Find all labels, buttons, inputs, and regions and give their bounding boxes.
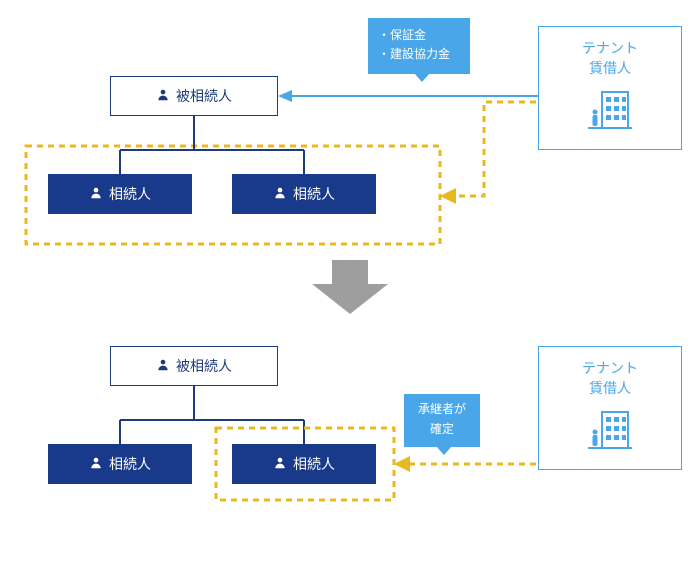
person-icon [273,456,287,473]
callout-line: 確定 [408,420,476,439]
decedent-label: 被相続人 [176,356,232,376]
heir-label: 相続人 [109,184,151,204]
person-icon [89,456,103,473]
heir-label: 相続人 [293,184,335,204]
decedent-box-top: 被相続人 [110,76,278,116]
callout-line: ・保証金 [378,26,460,45]
tenant-box-bottom: テナント 賃借人 [538,346,682,470]
callout-line: 承継者が [408,400,476,419]
tenant-label: テナント 賃借人 [582,359,638,398]
callout-line: ・建設協力金 [378,45,460,64]
heir-label: 相続人 [293,454,335,474]
person-icon [89,186,103,203]
person-icon [156,88,170,105]
heir-label: 相続人 [109,454,151,474]
callout-bottom: 承継者が 確定 [404,394,480,446]
callout-top: ・保証金 ・建設協力金 [368,18,470,74]
tenant-box-top: テナント 賃借人 [538,26,682,150]
heir1-box-bottom: 相続人 [48,444,192,484]
down-arrow-icon [312,260,388,314]
person-icon [156,358,170,375]
heir1-box-top: 相続人 [48,174,192,214]
person-icon [273,186,287,203]
decedent-label: 被相続人 [176,86,232,106]
tenant-label: テナント 賃借人 [582,39,638,78]
heir2-box-top: 相続人 [232,174,376,214]
heir2-box-bottom: 相続人 [232,444,376,484]
building-icon [586,88,634,137]
decedent-box-bottom: 被相続人 [110,346,278,386]
building-icon [586,408,634,457]
